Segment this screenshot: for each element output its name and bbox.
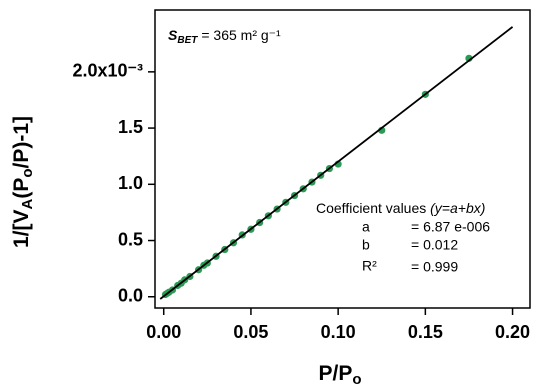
coef-title: Coefficient values: [316, 200, 426, 216]
y-label-sub: o: [19, 168, 36, 177]
x-tick-label: 0.15: [408, 322, 443, 342]
coef-name: a: [362, 219, 370, 235]
x-axis-label: P/Po: [318, 362, 361, 388]
y-tick-label: 0.0: [118, 286, 143, 306]
sbet-text: = 365 m² g⁻¹: [201, 27, 281, 43]
y-axis-label: 1/[VA(Po/P)-1]: [10, 116, 36, 248]
sbet-symbol: S: [168, 27, 178, 43]
coef-value: = 0.012: [411, 237, 458, 253]
coef-value: = 0.999: [411, 259, 458, 275]
plot-frame: [154, 9, 531, 309]
sbet-annotation: SBET = 365 m² g⁻¹: [168, 27, 281, 46]
x-tick-label: 0.05: [233, 322, 268, 342]
y-label-sub: A: [19, 199, 36, 210]
coef-name: b: [362, 237, 370, 253]
fit-line: [159, 26, 514, 300]
x-tick-label: 0.00: [146, 322, 181, 342]
y-label-part: /P)-1]: [10, 116, 33, 169]
y-tick-label: 0.5: [118, 229, 143, 249]
sbet-subscript: BET: [177, 35, 198, 46]
x-label-sub: o: [352, 371, 361, 388]
x-label-main: P/P: [318, 362, 352, 385]
x-tick-label: 0.10: [321, 322, 356, 342]
y-label-part: 1/[V: [10, 210, 33, 249]
x-tick-label: 0.20: [495, 322, 530, 342]
y-tick-label: 1.5: [118, 117, 143, 137]
y-tick-label: 1.0: [118, 173, 143, 193]
coef-equation: (y=a+bx): [430, 200, 485, 216]
coef-name: R²: [362, 258, 377, 274]
y-label-part: (P: [10, 178, 33, 199]
coefficient-title: Coefficient values (y=a+bx): [316, 200, 485, 216]
y-tick-label: 2.0x10⁻³: [72, 61, 143, 81]
coef-value: = 6.87 e-006: [411, 219, 490, 235]
